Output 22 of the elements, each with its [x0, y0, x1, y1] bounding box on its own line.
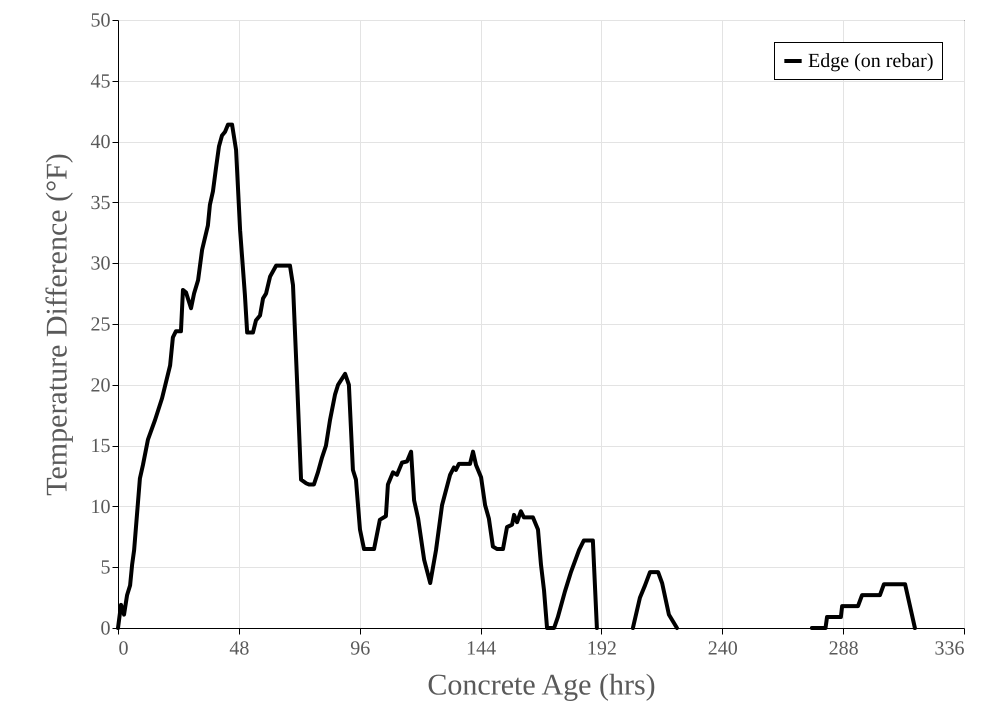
- y-axis-title: Temperature Difference (°F): [40, 153, 74, 496]
- x-tick-label: 48: [229, 638, 250, 660]
- legend-label: Edge (on rebar): [808, 50, 934, 72]
- y-tick-label: 10: [90, 496, 110, 518]
- y-tick-label: 45: [90, 70, 110, 92]
- y-tick-label: 20: [90, 374, 110, 396]
- x-tick-label: 96: [350, 638, 370, 660]
- y-tick-label: 50: [90, 10, 110, 32]
- y-tick-label: 0: [100, 618, 110, 640]
- x-tick-label: 0: [118, 638, 128, 660]
- y-tick-label: 15: [90, 435, 110, 458]
- x-tick-label: 336: [934, 638, 964, 660]
- x-tick-label: 144: [466, 638, 496, 660]
- y-tick-label: 35: [90, 192, 110, 214]
- y-tick-label: 30: [90, 252, 110, 275]
- y-tick-label: 25: [90, 314, 110, 336]
- x-tick-label: 192: [586, 638, 617, 660]
- y-tick-label: 40: [90, 131, 110, 154]
- y-tick-label: 5: [100, 556, 110, 579]
- x-tick-label: 288: [828, 638, 859, 660]
- x-axis-title: Concrete Age (hrs): [427, 668, 656, 702]
- x-tick-label: 240: [708, 638, 738, 660]
